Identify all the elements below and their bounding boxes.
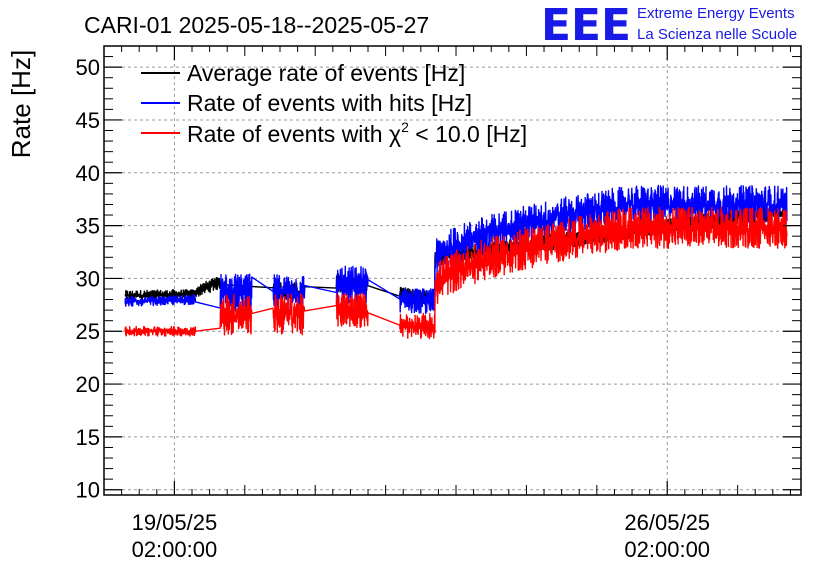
x-tick-label-time: 02:00:00 xyxy=(132,537,218,562)
x-tick-label-date: 19/05/25 xyxy=(132,510,218,535)
axis-ticks: 10152025303540455019/05/2502:00:0026/05/… xyxy=(76,45,801,562)
legend-label-chi2-symbol: χ xyxy=(389,121,401,147)
y-tick-label: 40 xyxy=(76,161,100,186)
y-tick-label: 30 xyxy=(76,266,100,291)
legend-label-chi2-main: Rate of events with xyxy=(187,121,389,147)
legend-label-chi2: Rate of events with χ2 < 10.0 [Hz] xyxy=(187,119,527,147)
y-tick-label: 20 xyxy=(76,372,100,397)
y-tick-label: 45 xyxy=(76,108,100,133)
series-layer xyxy=(124,184,788,340)
y-tick-label: 50 xyxy=(76,55,100,80)
legend-label-chi2-sup: 2 xyxy=(401,119,409,135)
series-line xyxy=(124,184,788,315)
logo-line2: La Scienza nelle Scuole xyxy=(637,26,797,43)
plot-frame xyxy=(103,45,802,496)
logo-line1: Extreme Energy Events xyxy=(637,5,795,22)
series-2 xyxy=(124,206,788,340)
y-tick-label: 25 xyxy=(76,319,100,344)
x-tick-label-time: 02:00:00 xyxy=(624,537,710,562)
legend-label-hits: Rate of events with hits [Hz] xyxy=(187,90,472,116)
legend-label-average: Average rate of events [Hz] xyxy=(187,60,465,86)
legend-label-chi2-suffix: < 10.0 [Hz] xyxy=(409,121,527,147)
eee-logo: EEE Extreme Energy Events La Scienza nel… xyxy=(541,0,797,51)
y-tick-label: 10 xyxy=(76,478,100,503)
y-tick-label: 35 xyxy=(76,214,100,239)
y-axis-title: Rate [Hz] xyxy=(6,50,36,158)
y-tick-label: 15 xyxy=(76,425,100,450)
series-1 xyxy=(124,184,788,315)
legend: Average rate of events [Hz] Rate of even… xyxy=(141,60,527,147)
logo-letters: EEE xyxy=(541,0,631,51)
chart-title: CARI-01 2025-05-18--2025-05-27 xyxy=(84,12,429,38)
series-line xyxy=(124,206,788,340)
x-tick-label-date: 26/05/25 xyxy=(624,510,710,535)
